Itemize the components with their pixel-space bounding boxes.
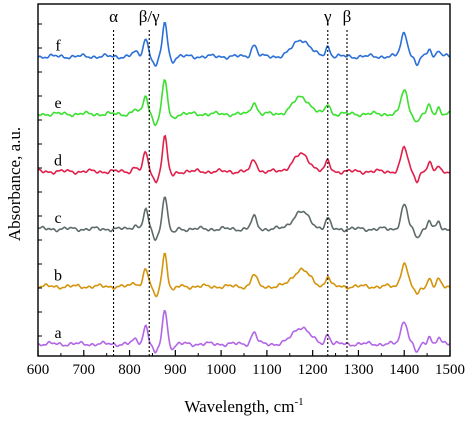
curve-label-d: d <box>54 153 62 170</box>
marker-label: α <box>109 7 118 26</box>
spectrum-e <box>37 78 451 127</box>
marker-label: β <box>343 7 352 26</box>
curve-label-b: b <box>54 268 62 285</box>
x-axis-title: Wavelength, cm-1 <box>184 396 303 416</box>
marker-label: β/γ <box>139 7 160 26</box>
curve-label-a: a <box>54 325 61 342</box>
curve-label-f: f <box>55 38 61 55</box>
x-tick-label: 1000 <box>206 362 236 378</box>
x-axis-title-superscript: -1 <box>294 396 303 408</box>
x-tick-label: 700 <box>73 362 96 378</box>
x-tick-label: 600 <box>27 362 50 378</box>
x-tick-label: 1400 <box>389 362 419 378</box>
spectrum-d <box>37 134 451 184</box>
x-tick-label: 800 <box>118 362 141 378</box>
y-axis-title: Absorbance, a.u. <box>5 127 24 241</box>
x-tick-label: 900 <box>164 362 187 378</box>
spectrum-f <box>37 21 451 67</box>
x-tick-label: 1300 <box>343 362 373 378</box>
curve-label-e: e <box>54 95 61 112</box>
curve-labels: a b c d e f <box>54 38 62 343</box>
phase-markers: α β/γ γ β <box>109 7 351 356</box>
x-axis-ticks: 600 700 800 900 1000 1100 1200 1300 1400 1500 <box>27 23 465 378</box>
spectrum-a <box>37 309 451 354</box>
x-tick-label: 1100 <box>252 362 281 378</box>
x-axis-title-main: Wavelength, cm <box>184 397 294 416</box>
curve-label-c: c <box>54 210 61 227</box>
spectra-curves <box>37 21 451 354</box>
x-tick-label: 1200 <box>298 362 328 378</box>
spectrum-c <box>37 196 451 242</box>
marker-label: γ <box>323 7 332 26</box>
spectrum-b <box>37 252 451 298</box>
x-tick-label: 1500 <box>435 362 465 378</box>
